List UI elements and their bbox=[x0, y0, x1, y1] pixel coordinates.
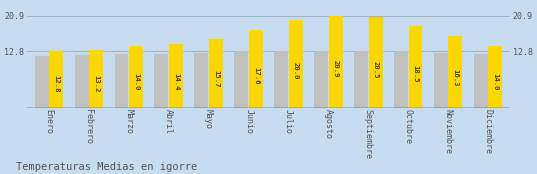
Text: 14.0: 14.0 bbox=[492, 73, 498, 91]
Bar bbox=[194, 53, 208, 108]
Bar bbox=[89, 50, 103, 108]
Text: 16.3: 16.3 bbox=[453, 69, 459, 86]
Text: 18.5: 18.5 bbox=[412, 65, 418, 82]
Bar bbox=[169, 44, 183, 108]
Bar bbox=[35, 56, 49, 108]
Bar bbox=[409, 26, 423, 108]
Bar bbox=[249, 30, 263, 108]
Bar bbox=[448, 36, 462, 108]
Text: 20.9: 20.9 bbox=[332, 61, 339, 78]
Bar bbox=[155, 54, 169, 108]
Bar bbox=[474, 54, 488, 108]
Bar bbox=[75, 55, 89, 108]
Bar bbox=[329, 16, 343, 108]
Text: 15.7: 15.7 bbox=[213, 70, 219, 88]
Text: 14.4: 14.4 bbox=[173, 73, 179, 90]
Text: Temperaturas Medias en igorre: Temperaturas Medias en igorre bbox=[16, 162, 198, 172]
Bar bbox=[129, 46, 143, 108]
Bar bbox=[488, 46, 502, 108]
Bar bbox=[394, 52, 408, 108]
Bar bbox=[49, 52, 63, 108]
Text: 17.6: 17.6 bbox=[253, 67, 259, 84]
Text: 20.0: 20.0 bbox=[293, 62, 299, 80]
Text: 12.8: 12.8 bbox=[53, 76, 59, 93]
Text: 13.2: 13.2 bbox=[93, 75, 99, 92]
Bar bbox=[209, 39, 223, 108]
Bar bbox=[274, 52, 288, 108]
Bar bbox=[114, 54, 128, 108]
Text: 20.5: 20.5 bbox=[373, 61, 379, 79]
Bar bbox=[434, 53, 448, 108]
Text: 14.0: 14.0 bbox=[133, 73, 139, 91]
Bar bbox=[234, 52, 248, 108]
Bar bbox=[314, 51, 328, 108]
Bar bbox=[354, 51, 368, 108]
Bar bbox=[289, 20, 303, 108]
Bar bbox=[368, 17, 382, 108]
